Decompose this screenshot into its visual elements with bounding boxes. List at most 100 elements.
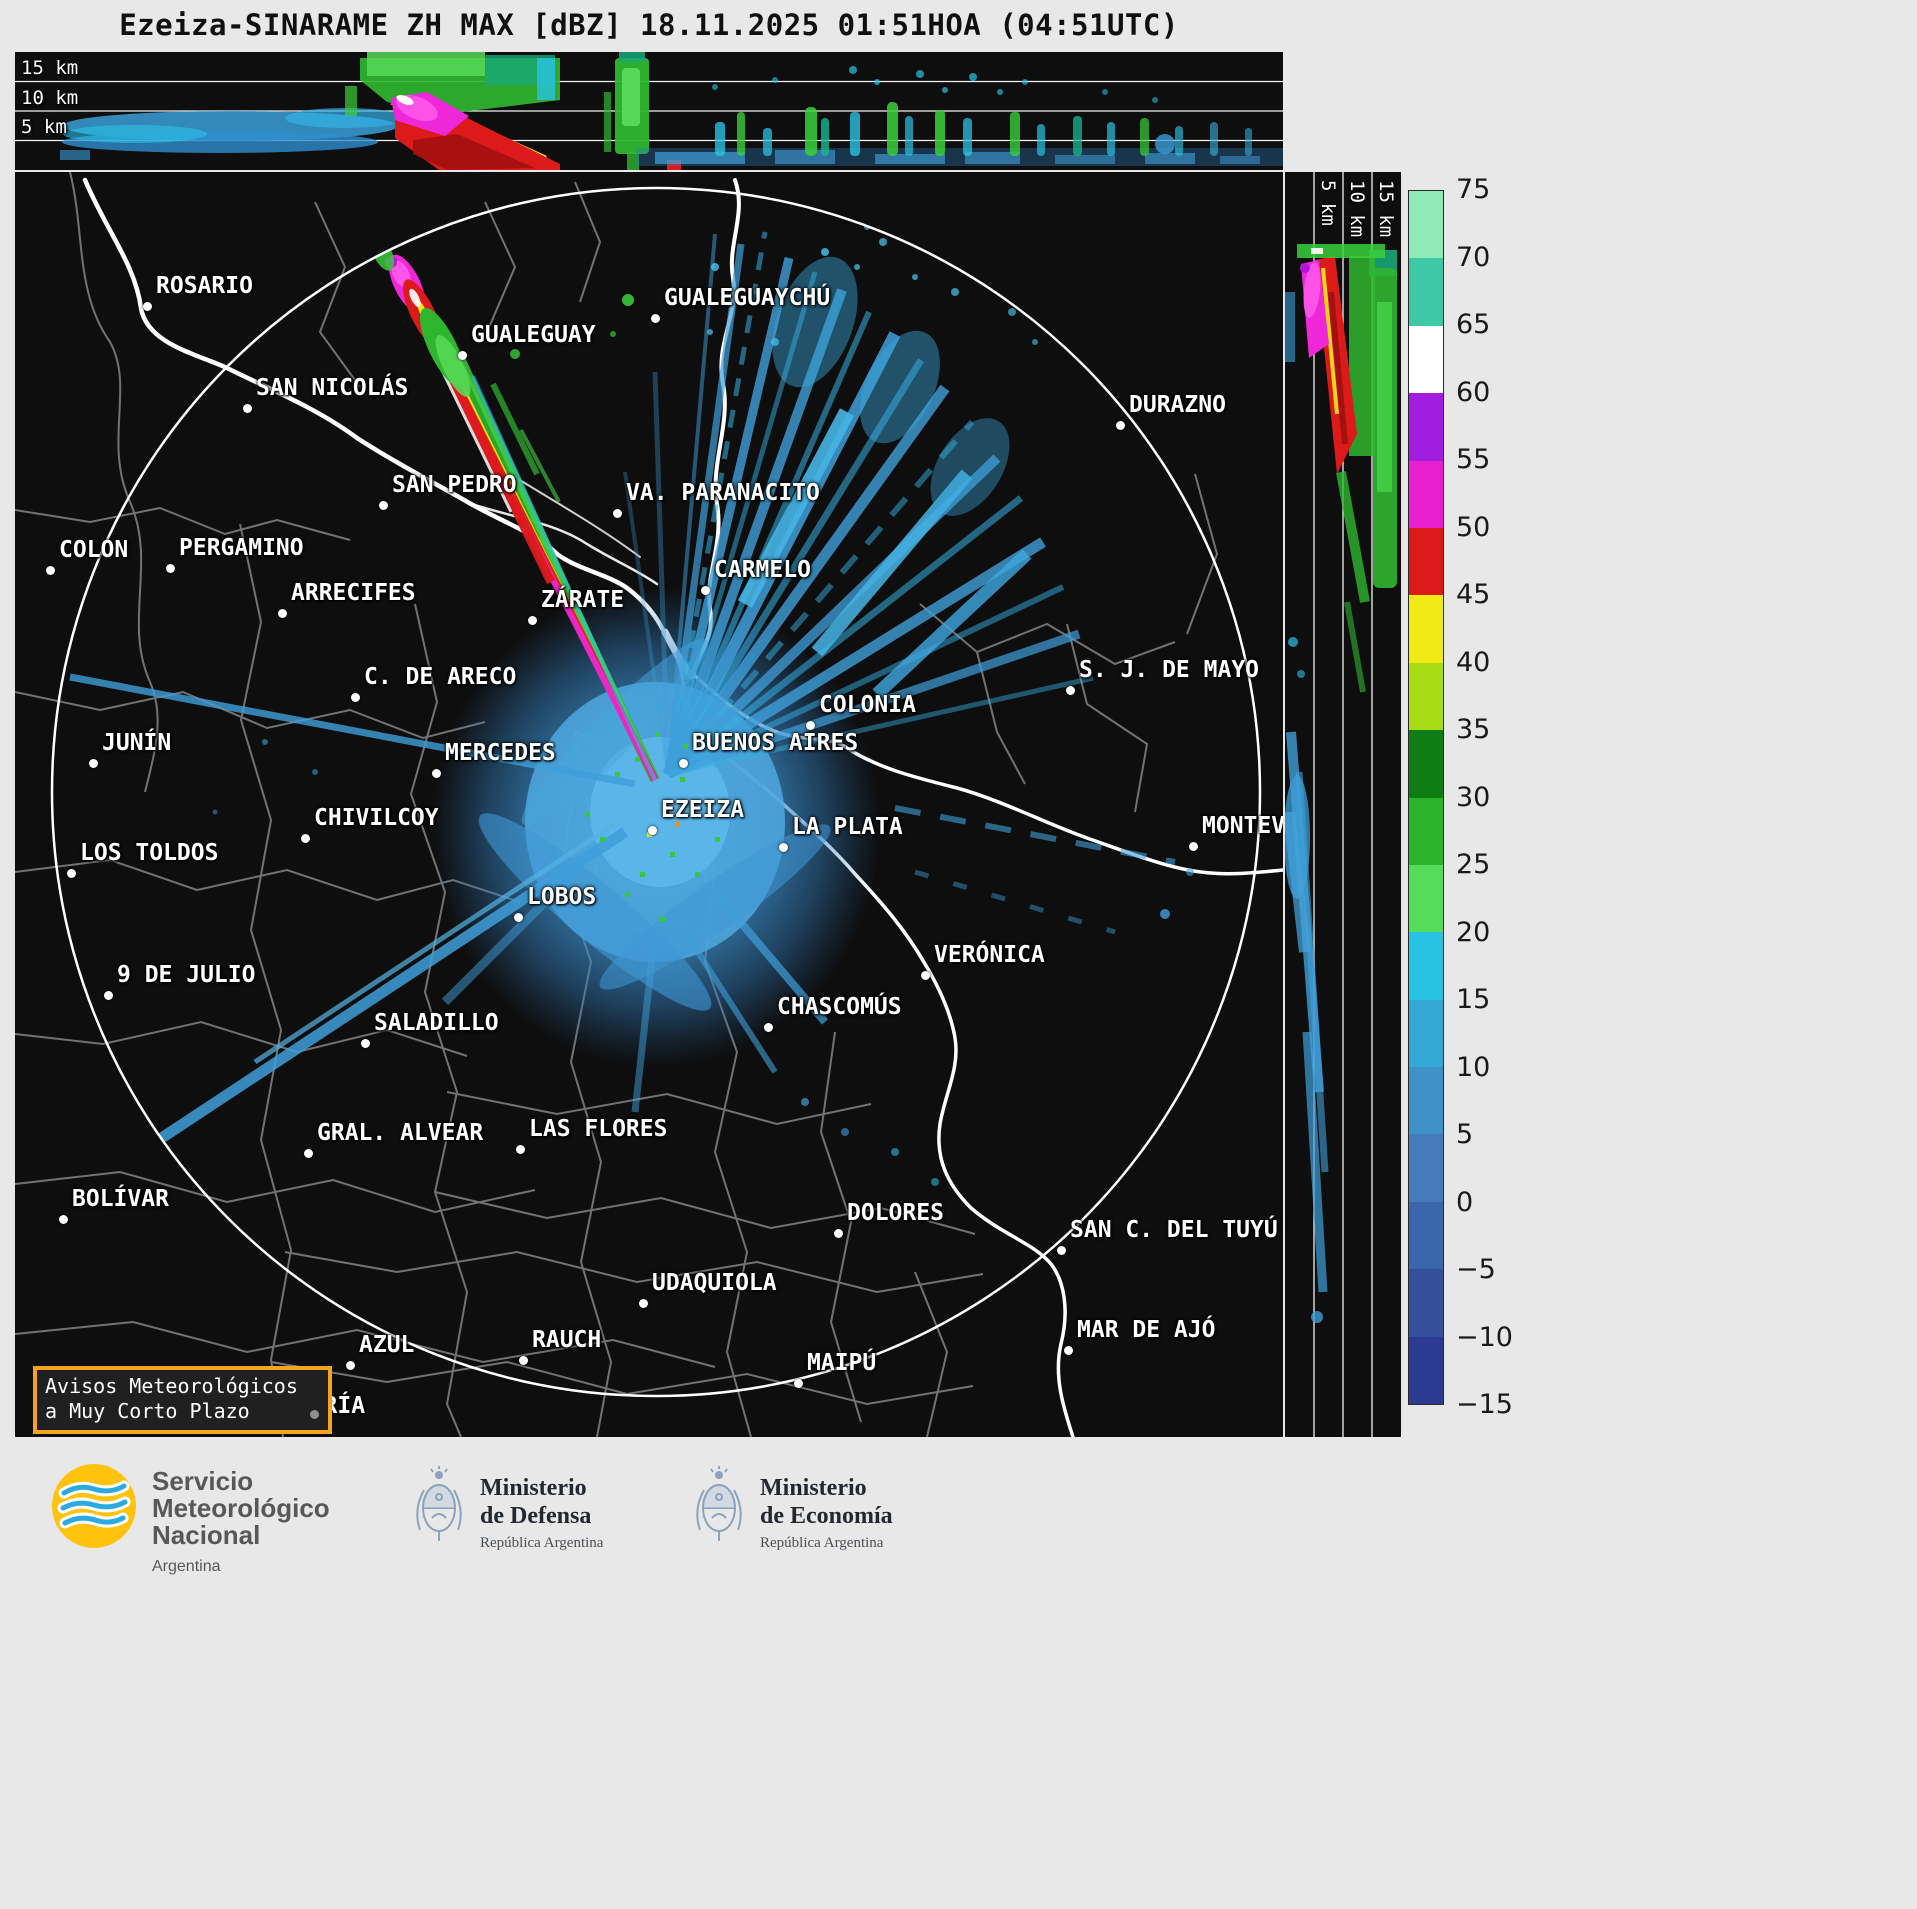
colorbar-tick-45: 45 — [1456, 579, 1491, 610]
city-layer: ROSARIO GUALEGUAYCHÚ GUALEGUAY SAN NICOLÁS D… — [15, 172, 1283, 1437]
smn-name-line1: Servicio — [152, 1466, 254, 1496]
city-dot-c-de-areco — [351, 693, 360, 702]
colorbar-tick-75: 75 — [1456, 174, 1491, 205]
colorbar-segment--15-to--10 — [1409, 1336, 1443, 1405]
city-label-carmelo: CARMELO — [714, 557, 811, 583]
city-dot-gral-alvear — [304, 1149, 313, 1158]
city-dot-lobos — [514, 913, 523, 922]
city-label-azul: AZUL — [359, 1332, 415, 1358]
city-label-pergamino: PERGAMINO — [179, 535, 304, 561]
colorbar-segment-50-to-55 — [1409, 460, 1443, 528]
city-dot-va-paranacito — [613, 509, 622, 518]
city-label-arrecifes: ARRECIFES — [291, 580, 416, 606]
city-dot-los-toldos — [67, 869, 76, 878]
colorbar-segment-0-to-5 — [1409, 1134, 1443, 1202]
city-label-va-paranacito: VA. PARANACITO — [626, 480, 820, 506]
city-dot-buenos-aires — [679, 759, 688, 768]
defensa-crest-icon — [416, 1466, 462, 1541]
economia-title-line1: Ministerio — [760, 1475, 867, 1501]
page-title: Ezeiza-SINARAME ZH MAX [dBZ] 18.11.2025 … — [119, 8, 1179, 42]
colorbar-segment-25-to-30 — [1409, 797, 1443, 865]
city-label-montev: MONTEV — [1202, 813, 1283, 839]
city-label-9-de-julio: 9 DE JULIO — [117, 962, 256, 988]
city-dot-9-de-julio — [104, 991, 113, 1000]
city-dot-gualeguay — [458, 351, 467, 360]
height-label-15km: 15 km — [21, 57, 79, 79]
city-label-san-pedro: SAN PEDRO — [392, 472, 517, 498]
economia-crest-icon — [696, 1466, 742, 1541]
height-label-15km-right: 15 km — [1375, 180, 1397, 238]
city-label-los-toldos: LOS TOLDOS — [80, 840, 219, 866]
city-dot-san-pedro — [379, 501, 388, 510]
colorbar-tick-70: 70 — [1456, 241, 1491, 273]
city-label-bolivar: BOLÍVAR — [72, 1186, 169, 1212]
city-dot-san-nicolas — [243, 404, 252, 413]
city-label-san-c-del-tuyu: SAN C. DEL TUYÚ — [1070, 1217, 1278, 1243]
city-dot-s-j-de-mayo — [1066, 686, 1075, 695]
warning-line1: Avisos Meteorológicos — [45, 1374, 298, 1398]
city-label-junin: JUNÍN — [102, 730, 172, 756]
defensa-title-line1: Ministerio — [480, 1475, 587, 1501]
city-label-ezeiza: EZEIZA — [661, 797, 745, 823]
city-label-rauch: RAUCH — [532, 1327, 602, 1353]
colorbar-segment-30-to-35 — [1409, 730, 1443, 798]
city-dot-arrecifes — [278, 609, 287, 618]
radar-map-canvas — [15, 172, 1283, 1437]
colorbar-tick-60: 60 — [1456, 376, 1491, 408]
smn-country: Argentina — [152, 1558, 221, 1575]
height-label-5km-right: 5 km — [1317, 180, 1339, 226]
colorbar-tick-15: 15 — [1456, 984, 1491, 1015]
city-label-lobos: LOBOS — [527, 884, 597, 910]
defensa-logo-group: Ministerio de Defensa República Argentin… — [412, 1466, 603, 1552]
city-dot-zarate — [528, 616, 537, 625]
radar-map-panel: ROSARIO GUALEGUAYCHÚ GUALEGUAY SAN NICOLÁS D… — [15, 172, 1283, 1437]
colorbar-tick-5: 5 — [1456, 1119, 1474, 1150]
city-dot-mar-de-ajo — [1064, 1346, 1073, 1355]
defensa-title-line2: de Defensa — [480, 1503, 592, 1529]
colorbar-tick-50: 50 — [1456, 511, 1491, 543]
colorbar-tick-40: 40 — [1456, 646, 1491, 678]
city-label-maipu: MAIPÚ — [807, 1350, 877, 1376]
city-dot-junin — [89, 759, 98, 768]
right-cross-section-panel: 5 km 10 km 15 km — [1285, 172, 1401, 1437]
colorbar-segment-5-to-10 — [1409, 1067, 1443, 1135]
city-dot-chascomus — [764, 1023, 773, 1032]
range-ring — [50, 186, 1262, 1398]
city-dot-rosario — [143, 302, 152, 311]
colorbar-tick-30: 30 — [1456, 781, 1491, 813]
colorbar-tick-−5: −5 — [1456, 1254, 1496, 1285]
city-dot-saladillo — [361, 1039, 370, 1048]
city-label-dolores: DOLORES — [847, 1200, 944, 1226]
city-dot-carmelo — [701, 586, 710, 595]
warning-line2: a Muy Corto Plazo — [45, 1399, 250, 1423]
city-label-colonia: COLONIA — [819, 692, 916, 718]
city-label-veronica: VERÓNICA — [934, 942, 1045, 968]
city-dot-colonia — [806, 721, 815, 730]
city-label-colon: COLON — [59, 537, 129, 563]
city-dot-la-plata — [779, 843, 788, 852]
height-label-10km: 10 km — [21, 87, 79, 109]
city-label-la-plata: LA PLATA — [792, 814, 903, 840]
city-dot-udaquiola — [639, 1299, 648, 1308]
city-dot-las-flores — [516, 1145, 525, 1154]
colorbar-tick-35: 35 — [1456, 714, 1491, 745]
city-label-s-j-de-mayo: S. J. DE MAYO — [1079, 657, 1260, 683]
city-dot-pergamino — [166, 564, 175, 573]
smn-logo-icon — [52, 1464, 136, 1548]
city-dot-dolores — [834, 1229, 843, 1238]
city-dot-ezeiza — [648, 826, 657, 835]
warning-box[interactable]: Avisos Meteorológicos a Muy Corto Plazo — [33, 1366, 332, 1434]
colorbar-segment-40-to-45 — [1409, 595, 1443, 663]
city-dot-maipu — [794, 1379, 803, 1388]
city-label-gral-alvear: GRAL. ALVEAR — [317, 1120, 484, 1146]
colorbar-segment--5-to-0 — [1409, 1201, 1443, 1270]
height-label-5km: 5 km — [21, 116, 67, 138]
warning-dot — [309, 1410, 319, 1419]
colorbar-segment-65-to-70 — [1409, 258, 1443, 326]
city-dot-colon — [46, 566, 55, 575]
city-label-gualeguay: GUALEGUAY — [471, 322, 596, 348]
colorbar-segment-45-to-50 — [1409, 527, 1443, 596]
dbz-colorbar — [1408, 190, 1444, 1405]
colorbar-segment-20-to-25 — [1409, 864, 1443, 933]
